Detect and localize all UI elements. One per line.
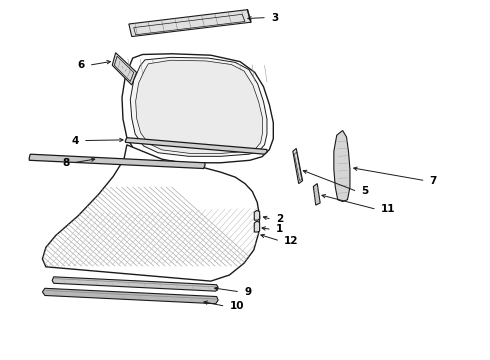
Polygon shape (254, 211, 260, 220)
Text: 11: 11 (381, 204, 395, 215)
Polygon shape (136, 60, 263, 153)
Polygon shape (122, 54, 273, 163)
Text: 7: 7 (430, 176, 437, 186)
Text: 1: 1 (276, 225, 283, 234)
Polygon shape (29, 154, 205, 168)
Polygon shape (125, 138, 267, 154)
Polygon shape (334, 131, 350, 202)
Polygon shape (112, 53, 137, 85)
Text: 4: 4 (72, 136, 79, 145)
Text: 8: 8 (62, 158, 69, 168)
Polygon shape (43, 288, 218, 304)
Polygon shape (129, 10, 251, 37)
Polygon shape (130, 57, 267, 156)
Text: 9: 9 (244, 287, 251, 297)
Text: 2: 2 (276, 215, 283, 224)
Text: 3: 3 (271, 13, 278, 23)
Text: 5: 5 (361, 186, 368, 197)
Text: 6: 6 (77, 60, 85, 70)
Text: 12: 12 (284, 236, 298, 246)
Polygon shape (254, 221, 260, 232)
Polygon shape (52, 277, 218, 291)
Polygon shape (293, 148, 303, 184)
Polygon shape (43, 145, 260, 281)
Text: 10: 10 (229, 301, 244, 311)
Polygon shape (313, 184, 320, 205)
